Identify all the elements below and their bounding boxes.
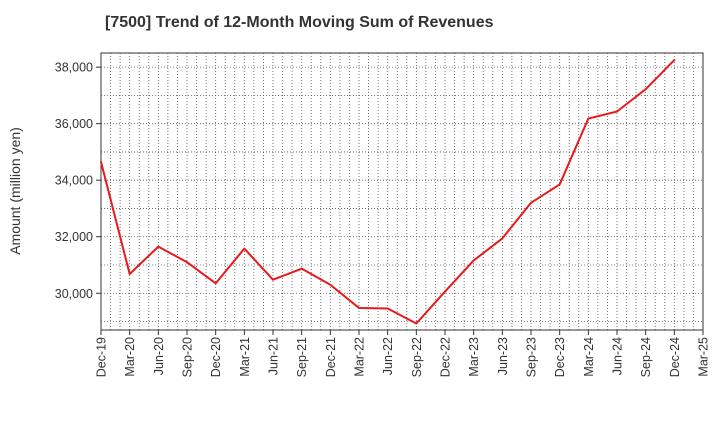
x-tick-label: Dec-19 xyxy=(95,337,109,377)
grid-lines xyxy=(101,53,703,330)
x-tick-label: Jun-21 xyxy=(267,337,281,375)
y-tick-label: 32,000 xyxy=(55,230,93,244)
x-tick-label: Dec-23 xyxy=(553,337,567,377)
x-tick-label: Jun-22 xyxy=(381,337,395,375)
x-tick-label: Dec-21 xyxy=(324,337,338,377)
x-tick-label: Dec-22 xyxy=(439,337,453,377)
x-tick-label: Sep-22 xyxy=(410,337,424,377)
x-tick-label: Jun-23 xyxy=(496,337,510,375)
x-tick-label: Mar-25 xyxy=(697,337,711,377)
x-tick-label: Mar-21 xyxy=(238,337,252,377)
axis-ticks: 30,000 32,000 34,000 36,000 38,000 Dec-19 Mar-… xyxy=(55,61,711,378)
x-tick-label: Dec-20 xyxy=(209,337,223,377)
y-axis-label: Amount (million yen) xyxy=(7,127,23,255)
plot-frame xyxy=(100,52,704,331)
revenue-series-line xyxy=(100,59,676,325)
x-tick-label: Sep-24 xyxy=(639,337,653,377)
x-tick-label: Mar-24 xyxy=(582,337,596,377)
x-tick-label: Sep-21 xyxy=(295,337,309,377)
x-tick-label: Mar-20 xyxy=(123,337,137,377)
series-layer xyxy=(100,59,676,325)
x-tick-label: Jun-20 xyxy=(152,337,166,375)
y-tick-label: 34,000 xyxy=(55,174,93,188)
x-tick-label: Sep-23 xyxy=(525,337,539,377)
x-tick-label: Jun-24 xyxy=(611,337,625,375)
x-tick-label: Sep-20 xyxy=(181,337,195,377)
y-tick-label: 36,000 xyxy=(55,117,93,131)
chart-title: [7500] Trend of 12-Month Moving Sum of R… xyxy=(105,14,494,31)
y-tick-label: 30,000 xyxy=(55,287,93,301)
x-tick-label: Mar-23 xyxy=(467,337,481,377)
x-tick-label: Dec-24 xyxy=(668,337,682,377)
y-tick-label: 38,000 xyxy=(55,61,93,75)
x-tick-label: Mar-22 xyxy=(353,337,367,377)
